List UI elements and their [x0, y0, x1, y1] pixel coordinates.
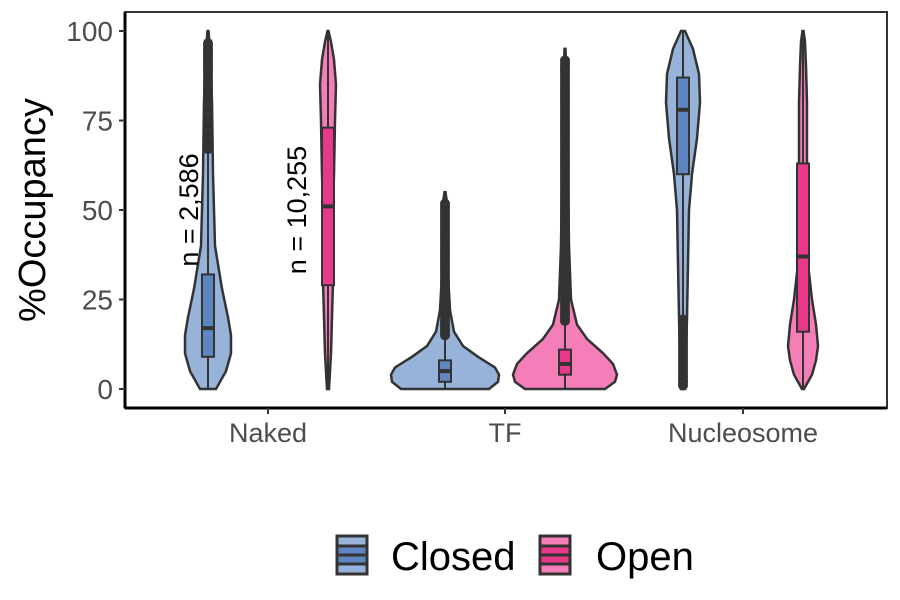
annotation-naked-closed: n = 2,586 [174, 153, 204, 266]
outlier-closed-naked [203, 38, 213, 49]
box-open-nucleosome [796, 162, 810, 333]
box-closed-naked [201, 273, 215, 358]
y-tick-label: 0 [97, 374, 113, 405]
x-tick-label-tf: TF [489, 418, 522, 448]
outlier-closed-tf [440, 198, 450, 209]
y-tick-label: 100 [66, 16, 113, 47]
chart-axes: 0 25 50 75 100 Naked TF Nucleosome [66, 16, 818, 448]
legend-label-closed: Closed [391, 535, 516, 579]
y-axis-title: %Occupancy [12, 98, 54, 322]
legend-label-open: Open [596, 535, 694, 579]
outlier-closed-nucleosome [678, 314, 688, 325]
y-tick-label: 50 [82, 195, 113, 226]
legend-key-open [538, 534, 572, 576]
y-tick-label: 25 [82, 285, 113, 316]
outlier-open-tf [560, 55, 570, 66]
chart-marks [183, 29, 820, 391]
x-tick-label-nucleosome: Nucleosome [668, 418, 818, 448]
annotation-naked-open: n = 10,255 [282, 146, 312, 274]
plot-panel [124, 11, 888, 409]
y-tick-label: 75 [82, 106, 113, 137]
legend: Closed Open [335, 534, 694, 579]
x-tick-label-naked: Naked [229, 418, 307, 448]
legend-key-closed [335, 534, 369, 576]
box-closed-nucleosome [676, 76, 690, 176]
